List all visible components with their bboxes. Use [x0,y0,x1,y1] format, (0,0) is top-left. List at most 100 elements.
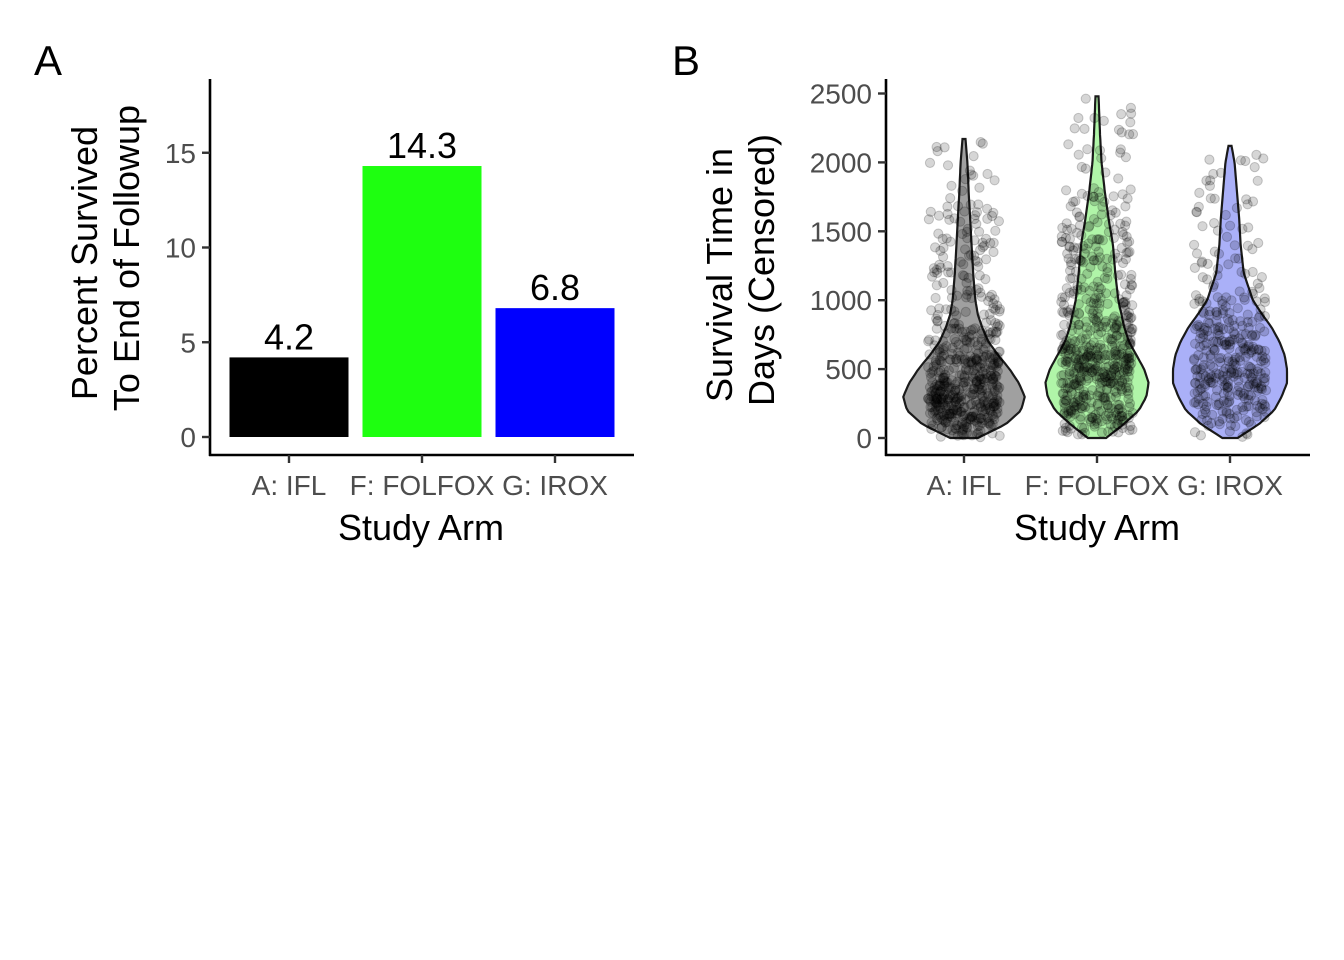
data-point [933,367,944,378]
data-point [975,387,986,398]
data-point [1077,429,1088,440]
data-point [938,381,950,392]
data-point [1123,412,1134,423]
data-point [1100,288,1112,299]
data-point [993,216,1005,227]
data-point [1094,387,1105,398]
data-point [1246,363,1257,374]
data-point [977,405,989,416]
data-point [1096,406,1107,417]
data-point [939,410,950,421]
data-point [959,354,970,365]
data-point [970,395,981,407]
data-point [1092,366,1103,377]
data-point [1236,366,1248,378]
data-point [1193,201,1204,212]
data-point [1094,252,1106,263]
data-point [1094,192,1105,203]
data-point [958,430,969,441]
data-point [992,300,1003,311]
data-point [1211,399,1223,411]
data-point [990,334,1001,346]
data-point [992,384,1004,395]
data-point [961,336,973,347]
data-point [1119,352,1130,363]
data-point [1259,296,1271,307]
data-point [964,250,975,261]
data-point [1124,284,1136,295]
data-point [1251,407,1262,418]
data-point [952,201,964,212]
data-point [1197,272,1208,283]
data-point [1100,315,1112,327]
data-point [1126,358,1137,369]
data-point [1109,311,1120,322]
data-point [957,228,968,240]
data-point [1092,342,1103,354]
data-point [990,225,1001,236]
data-point [1231,404,1242,415]
data-point [1093,350,1104,361]
data-point [1064,382,1075,393]
data-point [1070,336,1081,347]
data-point [1059,408,1070,419]
data-point [994,306,1005,317]
data-point [1124,129,1135,140]
data-point [1109,322,1120,333]
data-point [1111,410,1122,421]
data-point [1085,350,1096,361]
data-point [1122,330,1133,341]
data-point [1223,381,1234,392]
data-point [1250,329,1261,341]
data-point [935,403,946,414]
data-point [1082,190,1093,202]
data-point [1204,180,1216,191]
data-point [976,358,987,369]
data-point [1207,378,1219,389]
data-point [987,390,999,401]
data-point [1089,419,1100,430]
data-point [949,213,960,224]
data-point [963,376,974,387]
data-point [1256,398,1268,409]
data-point [970,410,981,421]
data-point [1127,407,1138,419]
data-point [940,386,951,397]
data-point [1229,240,1240,251]
data-point [1107,254,1118,265]
data-point [1211,316,1222,327]
data-point [1110,349,1121,360]
data-point [956,406,967,417]
data-point [1217,370,1228,382]
data-point [1079,427,1090,438]
data-point [1123,382,1135,393]
data-point [992,381,1003,392]
data-point [1081,351,1092,362]
data-point [964,413,975,424]
data-point [952,408,963,419]
data-point [965,249,977,260]
data-point [1072,227,1083,238]
data-point [979,414,990,426]
data-point [975,413,987,424]
data-point [1093,329,1104,340]
data-point [947,342,958,353]
data-point [1076,366,1088,377]
data-point [1071,363,1082,374]
data-point [1057,357,1068,368]
data-point [1076,422,1088,433]
data-point [1103,426,1114,437]
data-point [1259,326,1270,337]
data-point [1237,320,1248,331]
data-point [1099,393,1110,404]
data-point [990,351,1001,362]
data-point [1104,373,1116,384]
data-point [958,380,969,391]
data-point [1083,238,1094,249]
data-point [968,407,979,418]
data-point [1074,375,1085,386]
data-point [1251,351,1262,362]
data-point [981,349,992,361]
data-point [952,420,963,431]
data-point [986,289,998,300]
